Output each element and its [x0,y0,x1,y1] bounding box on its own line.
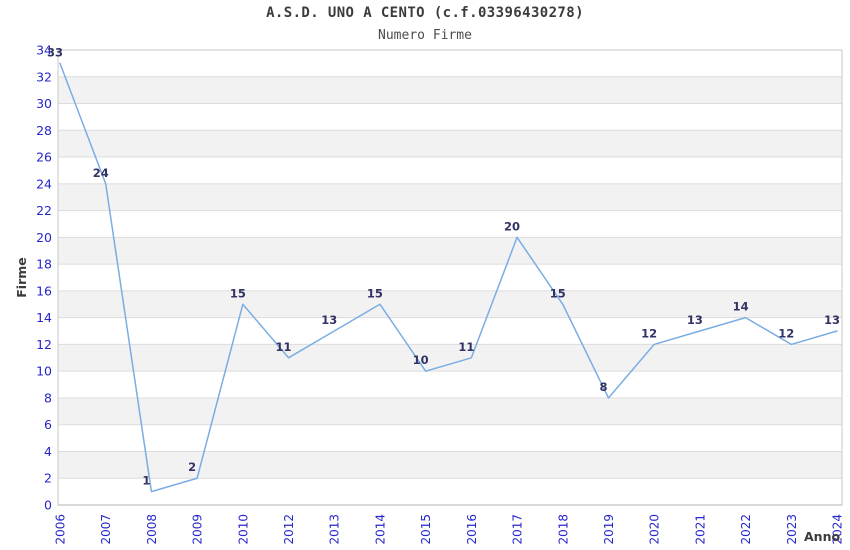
x-tick-label: 2020 [648,514,662,545]
y-tick-label: 30 [36,96,52,111]
y-tick-label: 8 [44,390,52,405]
data-label: 12 [778,326,794,340]
data-label: 13 [687,313,703,327]
x-tick-label: 2024 [831,514,845,545]
plot-band [58,130,842,158]
x-tick-label: 2022 [739,514,753,545]
data-label: 8 [599,380,607,394]
y-tick-label: 0 [44,498,52,513]
data-label: 15 [367,286,383,300]
x-tick-label: 2016 [465,514,479,545]
data-label: 24 [93,166,109,180]
y-tick-label: 26 [36,150,52,165]
x-tick-label: 2021 [693,514,707,545]
plot-band [58,237,842,265]
x-tick-label: 2014 [373,514,387,545]
y-tick-label: 20 [36,230,52,245]
y-axis-title: Firme [14,257,29,298]
data-label: 15 [230,286,246,300]
data-label: 11 [458,340,474,354]
x-axis-title: Anno [804,529,840,544]
data-label: 14 [733,300,749,314]
plot-band [58,76,842,104]
chart-title: A.S.D. UNO A CENTO (c.f.03396430278) [266,5,584,21]
data-label: 15 [550,286,566,300]
y-tick-label: 32 [36,69,52,84]
chart-subtitle: Numero Firme [378,28,472,43]
data-line [59,62,838,493]
y-tick-label: 18 [36,257,52,272]
y-tick-label: 12 [36,337,52,352]
data-label: 20 [504,219,520,233]
x-tick-label: 2019 [602,514,616,545]
y-tick-label: 4 [44,444,52,459]
data-label: 13 [824,313,840,327]
data-label: 10 [413,353,429,367]
y-tick-label: 34 [36,43,52,58]
data-label: 2 [188,460,196,474]
plot-band [58,451,842,479]
x-tick-label: 2017 [511,514,525,545]
plot-band [58,290,842,318]
y-tick-label: 14 [36,310,52,325]
data-label: 12 [641,326,657,340]
plot-band [58,183,842,211]
x-tick-label: 2023 [785,514,799,545]
x-tick-label: 2010 [236,514,250,545]
y-tick-label: 2 [44,471,52,486]
y-tick-label: 6 [44,417,52,432]
x-tick-label: 2006 [54,514,68,545]
data-label: 11 [276,340,292,354]
x-tick-label: 2013 [328,514,342,545]
x-tick-label: 2012 [282,514,296,545]
x-tick-label: 2015 [419,514,433,545]
plot-band [58,397,842,425]
plot-band [58,344,842,372]
y-tick-label: 22 [36,203,52,218]
data-label: 33 [47,45,63,59]
y-tick-label: 16 [36,283,52,298]
y-tick-label: 10 [36,364,52,379]
x-tick-label: 2018 [556,514,570,545]
x-tick-label: 2009 [191,514,205,545]
data-label: 13 [321,313,337,327]
y-tick-label: 28 [36,123,52,138]
y-tick-label: 24 [36,176,52,191]
plot-background [58,50,842,505]
x-tick-label: 2008 [145,514,159,545]
x-tick-label: 2007 [99,514,113,545]
data-label: 1 [142,474,150,488]
